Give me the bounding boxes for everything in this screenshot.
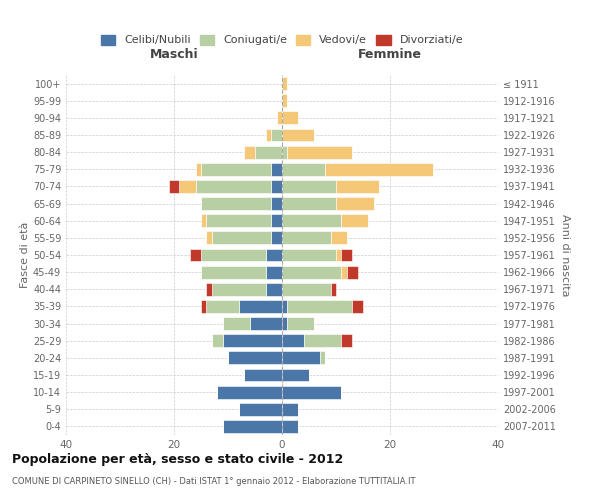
Bar [206,300,239,313]
Bar [217,386,282,398]
Bar [341,334,352,347]
Bar [271,163,282,175]
Bar [341,214,368,227]
Bar [282,146,287,158]
Bar [336,180,379,193]
Bar [266,248,282,262]
Bar [320,352,325,364]
Bar [287,300,352,313]
Text: Femmine: Femmine [358,48,422,62]
Bar [250,317,282,330]
Text: Maschi: Maschi [149,48,199,62]
Y-axis label: Anni di nascita: Anni di nascita [560,214,569,296]
Bar [282,128,314,141]
Bar [271,232,282,244]
Bar [206,214,271,227]
Bar [201,197,271,210]
Bar [201,266,266,278]
Bar [282,77,287,90]
Bar [282,266,341,278]
Bar [201,248,266,262]
Bar [266,266,282,278]
Bar [239,300,282,313]
Bar [179,180,196,193]
Bar [196,180,271,193]
Bar [304,334,341,347]
Bar [282,163,325,175]
Bar [277,112,282,124]
Bar [255,146,282,158]
Bar [282,248,336,262]
Legend: Celibi/Nubili, Coniugati/e, Vedovi/e, Divorziati/e: Celibi/Nubili, Coniugati/e, Vedovi/e, Di… [97,30,467,50]
Bar [223,334,282,347]
Bar [282,197,336,210]
Bar [282,420,298,433]
Bar [282,317,287,330]
Bar [206,232,212,244]
Bar [266,128,271,141]
Bar [266,283,282,296]
Bar [271,197,282,210]
Bar [244,368,282,382]
Bar [212,232,271,244]
Bar [271,180,282,193]
Text: COMUNE DI CARPINETO SINELLO (CH) - Dati ISTAT 1° gennaio 2012 - Elaborazione TUT: COMUNE DI CARPINETO SINELLO (CH) - Dati … [12,478,415,486]
Bar [282,283,331,296]
Bar [244,146,255,158]
Bar [212,334,223,347]
Bar [336,248,341,262]
Bar [206,283,212,296]
Bar [287,146,352,158]
Bar [169,180,179,193]
Bar [282,368,309,382]
Bar [282,180,336,193]
Bar [201,214,206,227]
Y-axis label: Fasce di età: Fasce di età [20,222,30,288]
Bar [325,163,433,175]
Bar [336,197,374,210]
Bar [287,317,314,330]
Bar [352,300,363,313]
Bar [282,403,298,415]
Bar [331,232,347,244]
Bar [196,163,201,175]
Bar [282,94,287,107]
Bar [190,248,201,262]
Bar [223,420,282,433]
Bar [201,300,206,313]
Bar [282,334,304,347]
Bar [282,352,320,364]
Bar [282,112,298,124]
Bar [271,128,282,141]
Bar [331,283,336,296]
Bar [341,248,352,262]
Bar [239,403,282,415]
Bar [282,300,287,313]
Bar [282,214,341,227]
Text: Popolazione per età, sesso e stato civile - 2012: Popolazione per età, sesso e stato civil… [12,452,343,466]
Bar [201,163,271,175]
Bar [341,266,347,278]
Bar [282,232,331,244]
Bar [271,214,282,227]
Bar [223,317,250,330]
Bar [228,352,282,364]
Bar [212,283,266,296]
Bar [347,266,358,278]
Bar [282,386,341,398]
